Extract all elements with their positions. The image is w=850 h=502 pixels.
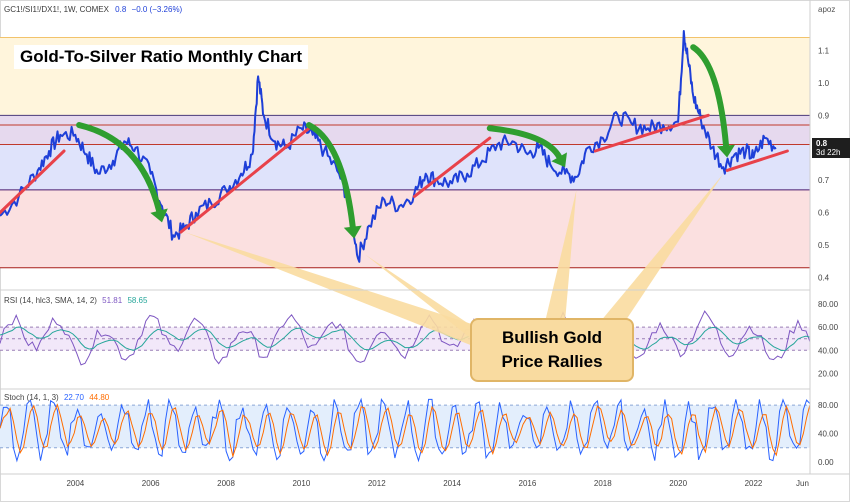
stoch-d-line — [0, 403, 811, 459]
symbol-header: GC1!/SI1!/DX1!, 1W, COMEX 0.8 −0.0 (−3.2… — [4, 5, 182, 14]
callout-pointer — [600, 173, 724, 326]
x-tick-label: 2020 — [669, 479, 687, 488]
x-tick-label: 2012 — [368, 479, 386, 488]
band-purple — [0, 115, 810, 145]
trendline — [179, 126, 311, 234]
down-arrow-head — [551, 152, 568, 168]
chart-title: Gold-To-Silver Ratio Monthly Chart — [14, 45, 309, 69]
price-line — [0, 30, 777, 263]
price-badge-value: 0.8 — [816, 139, 828, 148]
price-change: −0.0 (−3.26%) — [131, 5, 183, 14]
stoch-pane — [0, 397, 811, 463]
price-badge-countdown: 3d 22h — [816, 148, 841, 157]
price-series — [0, 30, 777, 263]
y-tick-label: 0.7 — [818, 176, 830, 185]
down-arrow — [690, 44, 730, 149]
callout-box: Bullish Gold Price Rallies — [470, 318, 634, 382]
symbol-label: GC1!/SI1!/DX1!, 1W, COMEX — [4, 5, 109, 14]
rsi-y-tick: 40.00 — [818, 346, 839, 355]
price-bands — [0, 36, 810, 269]
callout-pointer — [365, 254, 478, 344]
y-tick-label: 0.9 — [818, 111, 830, 120]
stoch-y-tick: 0.00 — [818, 458, 834, 467]
down-arrow-head — [150, 208, 168, 223]
rsi-ma-legend-value: 58.65 — [127, 296, 148, 305]
stoch-legend-label: Stoch (14, 1, 3) — [4, 393, 59, 402]
y-tick-label: 1.0 — [818, 79, 830, 88]
rsi-pane — [0, 310, 811, 366]
callout-line-2: Price Rallies — [501, 352, 603, 371]
price-badge: 0.8 3d 22h — [812, 138, 850, 158]
arrows — [76, 44, 735, 239]
down-arrow-head — [343, 225, 362, 239]
stoch-band — [0, 405, 810, 448]
callout-line-1: Bullish Gold — [501, 328, 603, 347]
x-tick-label: Jun — [796, 479, 809, 488]
y-tick-label: 1.1 — [818, 46, 830, 55]
rsi-ma-line — [0, 326, 811, 352]
rsi-y-tick: 60.00 — [818, 323, 839, 332]
stoch-k-line — [0, 397, 811, 463]
rsi-legend[interactable]: RSI (14, hlc3, SMA, 14, 2) 51.81 58.65 — [4, 296, 147, 305]
x-tick-label: 2006 — [142, 479, 160, 488]
down-arrow-head — [717, 144, 735, 158]
y-tick-label: 0.4 — [818, 274, 830, 283]
y-tick-label: 0.6 — [818, 209, 830, 218]
trendline — [725, 149, 789, 172]
axes: 1.1 1.0 0.9 0.8 0.7 0.6 0.5 0.4 2004 2006 2008 2010… — [0, 0, 850, 488]
x-tick-label: 2018 — [594, 479, 612, 488]
x-tick-label: 2010 — [292, 479, 310, 488]
rsi-y-tick: 80.00 — [818, 300, 839, 309]
rsi-legend-value: 51.81 — [102, 296, 123, 305]
stoch-legend[interactable]: Stoch (14, 1, 3) 22.70 44.80 — [4, 393, 109, 402]
y-tick-label: 0.5 — [818, 241, 830, 250]
stoch-y-tick: 80.00 — [818, 401, 839, 410]
last-price: 0.8 — [115, 5, 127, 14]
stoch-y-tick: 40.00 — [818, 430, 839, 439]
x-tick-label: 2022 — [745, 479, 763, 488]
x-tick-label: 2014 — [443, 479, 461, 488]
rsi-y-tick: 20.00 — [818, 369, 839, 378]
trendline — [0, 149, 66, 215]
rsi-legend-label: RSI (14, hlc3, SMA, 14, 2) — [4, 296, 97, 305]
stoch-d-legend-value: 44.80 — [89, 393, 110, 402]
band-blue — [0, 144, 810, 190]
down-arrow — [486, 125, 563, 160]
callout-pointer — [545, 189, 577, 322]
x-tick-label: 2008 — [217, 479, 235, 488]
x-tick-label: 2004 — [66, 479, 84, 488]
down-arrow — [305, 122, 356, 230]
down-arrow — [76, 122, 163, 214]
x-tick-label: 2016 — [519, 479, 537, 488]
trendlines — [0, 113, 789, 234]
trendline — [593, 113, 710, 153]
trendline — [412, 136, 492, 198]
scale-mode-label[interactable]: apoz — [818, 5, 836, 14]
stoch-k-legend-value: 22.70 — [63, 393, 84, 402]
